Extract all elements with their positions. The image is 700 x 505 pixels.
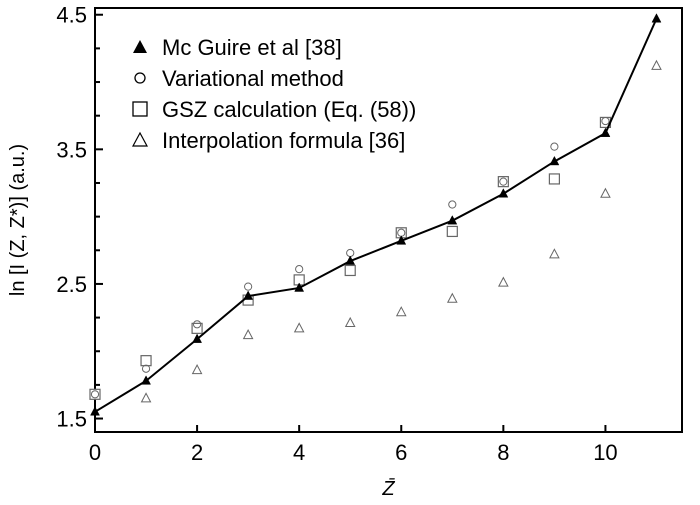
data-point-open-triangle xyxy=(191,364,203,375)
data-point-filled-triangle xyxy=(90,406,100,416)
y-tick-label: 4.5 xyxy=(56,3,87,28)
x-tick-label: 0 xyxy=(89,440,101,465)
data-point-filled-triangle xyxy=(243,290,254,300)
data-point-circle xyxy=(550,142,559,151)
data-point-square xyxy=(344,264,356,277)
data-point-circle xyxy=(141,364,151,373)
y-tick-label: 3.5 xyxy=(56,137,87,162)
plot-frame xyxy=(94,7,683,433)
y-tick-label: 2.5 xyxy=(56,272,87,297)
data-point-filled-triangle xyxy=(447,215,458,225)
x-tick-label: 6 xyxy=(395,440,407,465)
plot-border xyxy=(94,7,683,433)
data-point-open-triangle xyxy=(600,187,611,198)
y-axis-ticks: 1.5 2.5 3.5 4.5 xyxy=(56,3,103,432)
legend-marker-square xyxy=(132,101,148,117)
data-point-open-triangle xyxy=(344,316,356,327)
data-point-filled-triangle xyxy=(600,127,611,137)
data-point-open-triangle xyxy=(446,292,458,303)
series-3 xyxy=(140,59,662,403)
data-point-open-triangle xyxy=(293,322,305,333)
data-point-circle xyxy=(295,265,304,274)
legend-marker-filled-triangle xyxy=(133,40,147,53)
data-point-circle xyxy=(244,282,253,291)
data-point-filled-triangle xyxy=(651,13,662,23)
series-line xyxy=(94,18,658,413)
x-tick-label: 8 xyxy=(497,440,509,465)
legend-label: GSZ calculation (Eq. (58)) xyxy=(162,97,416,122)
data-point-filled-triangle xyxy=(294,282,305,292)
x-axis-ticks: 0 2 4 6 8 10 xyxy=(89,425,618,465)
x-tick-label: 2 xyxy=(191,440,203,465)
data-point-circle xyxy=(346,248,355,258)
data-point-filled-triangle xyxy=(141,375,151,385)
y-axis-label: ln [I (Z, Z*)] (a.u.) xyxy=(7,144,29,296)
series-layer xyxy=(89,13,662,416)
data-point-circle xyxy=(448,200,457,209)
data-point-circle xyxy=(90,390,100,399)
series-1 xyxy=(90,116,610,399)
data-point-filled-triangle xyxy=(192,333,203,343)
x-axis-label: Z̄ xyxy=(381,477,395,500)
data-point-circle xyxy=(192,320,202,329)
data-point-open-triangle xyxy=(651,59,662,70)
data-point-filled-triangle xyxy=(549,155,560,166)
data-point-circle xyxy=(601,116,610,126)
data-point-filled-triangle xyxy=(396,235,407,245)
legend-label: Variational method xyxy=(162,66,344,91)
data-point-filled-triangle xyxy=(498,188,509,198)
data-point-square xyxy=(497,176,509,188)
data-point-open-triangle xyxy=(242,329,254,340)
data-point-square xyxy=(446,225,458,238)
x-tick-label: 4 xyxy=(293,440,305,465)
series-0 xyxy=(90,13,662,416)
legend-marker-open-triangle xyxy=(131,131,149,147)
data-point-open-triangle xyxy=(498,276,509,287)
data-point-filled-triangle xyxy=(345,255,356,265)
x-tick-label: 10 xyxy=(593,440,617,465)
legend-marker-circle xyxy=(134,72,146,84)
y-tick-label: 1.5 xyxy=(56,407,87,432)
legend: Mc Guire et al [38] Variational method GSZ… xyxy=(131,35,416,153)
legend-label: Interpolation formula [36] xyxy=(162,128,405,153)
data-point-open-triangle xyxy=(395,306,407,317)
data-point-circle xyxy=(499,177,508,186)
data-point-open-triangle xyxy=(549,248,560,259)
data-point-square xyxy=(548,173,560,185)
legend-label: Mc Guire et al [38] xyxy=(162,35,342,60)
data-point-square xyxy=(140,355,152,367)
data-point-open-triangle xyxy=(140,392,152,403)
data-point-square xyxy=(89,388,101,400)
